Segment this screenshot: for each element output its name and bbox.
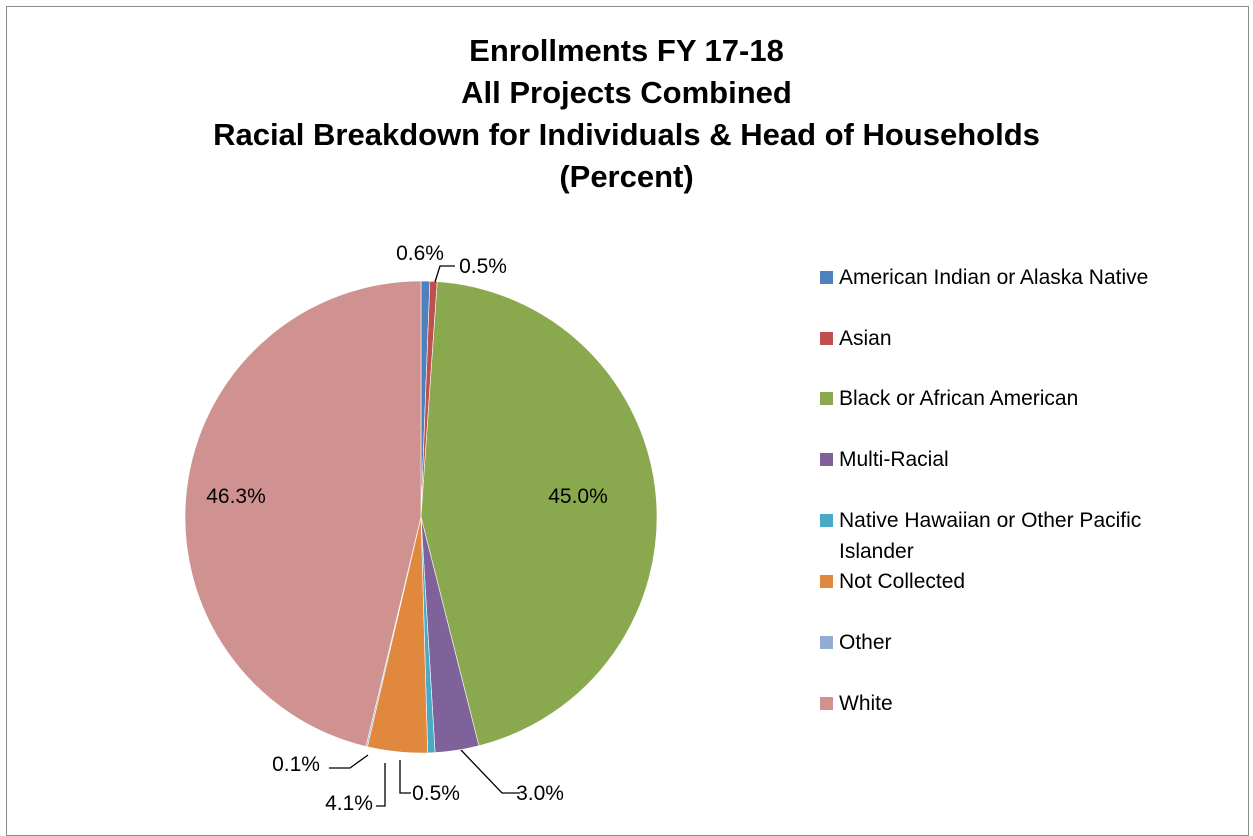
legend-label: Asian (839, 327, 892, 350)
legend-item: Other (820, 627, 1219, 658)
legend-swatch (820, 697, 833, 710)
legend-item: White (820, 688, 1219, 719)
pie-slice-white (184, 280, 422, 747)
legend-item: Native Hawaiian or Other Pacific Islande… (820, 505, 1219, 567)
leader-line (399, 760, 411, 794)
legend-label: Multi-Racial (839, 448, 949, 471)
chart-title-line-3: Racial Breakdown for Individuals & Head … (213, 117, 1040, 152)
legend-swatch (820, 332, 833, 345)
legend-swatch (820, 636, 833, 649)
legend-item: Multi-Racial (820, 444, 1219, 475)
legend-swatch (820, 575, 833, 588)
leader-line (434, 265, 455, 283)
leader-line (460, 749, 520, 794)
data-label: 0.1% (272, 753, 320, 776)
legend-swatch (820, 392, 833, 405)
data-label: 0.5% (459, 255, 507, 278)
legend-label: Black or African American (839, 387, 1079, 410)
legend-item: Not Collected (820, 566, 1219, 597)
legend-label: White (839, 692, 893, 715)
chart-title-line-2: All Projects Combined (461, 75, 792, 110)
data-label: 3.0% (516, 782, 564, 805)
data-label: 45.0% (548, 485, 608, 508)
legend-swatch (820, 453, 833, 466)
legend-swatch (820, 514, 833, 527)
legend-item: Asian (820, 323, 1219, 354)
data-label: 4.1% (325, 792, 373, 815)
chart-title-line-1: Enrollments FY 17-18 (469, 33, 784, 68)
leader-line (329, 754, 369, 769)
data-label: 46.3% (206, 485, 266, 508)
legend-item: American Indian or Alaska Native (820, 262, 1219, 293)
legend-label: Other (839, 631, 892, 654)
chart-title-line-4: (Percent) (559, 159, 694, 194)
leader-line (376, 763, 386, 807)
legend-label: Not Collected (839, 570, 966, 593)
chart-title: Enrollments FY 17-18 All Projects Combin… (0, 30, 1253, 198)
legend-item: Black or African American (820, 383, 1219, 414)
legend-swatch (820, 271, 833, 284)
pie-slice-black-or-african-american (420, 281, 658, 747)
legend-label: American Indian or Alaska Native (839, 266, 1149, 289)
data-label: 0.6% (396, 242, 444, 265)
legend-label: Native Hawaiian or Other Pacific Islande… (839, 509, 1142, 563)
data-label: 0.5% (412, 782, 460, 805)
